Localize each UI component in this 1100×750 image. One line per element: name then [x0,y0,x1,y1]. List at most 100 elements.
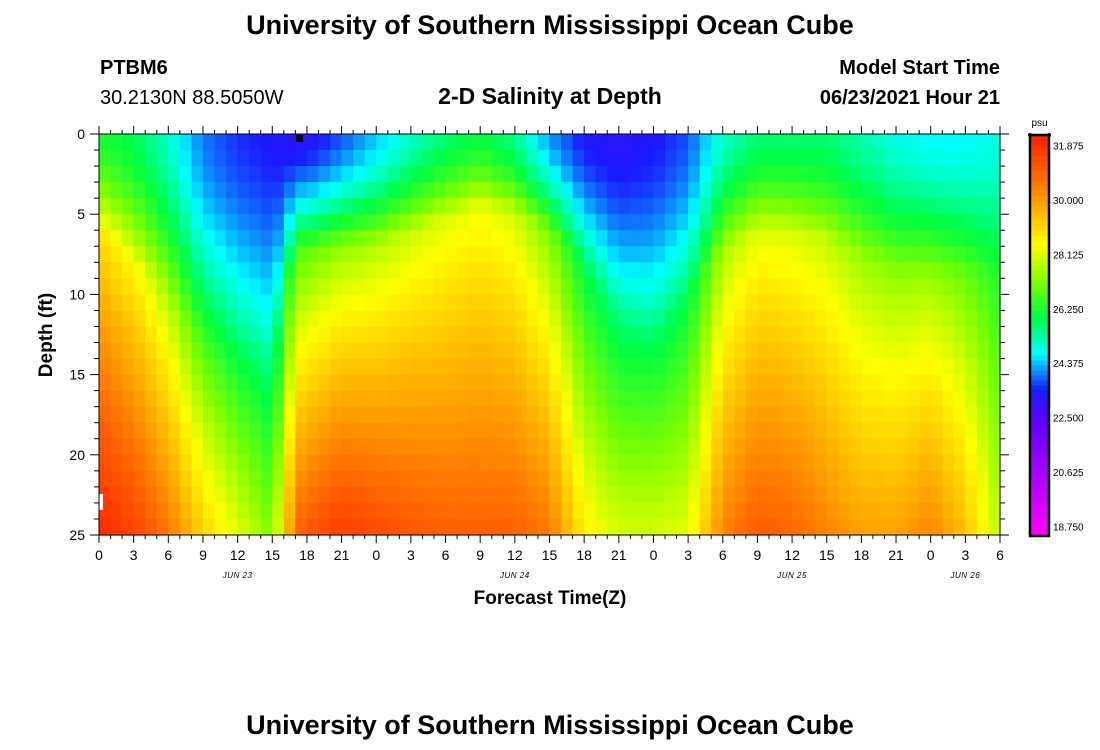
heatmap-cell [179,230,193,247]
heatmap-cell [722,470,735,488]
heatmap-cell [930,438,943,456]
heatmap-cell [688,470,701,488]
heatmap-cell [699,326,712,344]
heatmap-cell [514,214,527,231]
heatmap-cell [722,358,735,376]
heatmap-cell [237,374,250,392]
heatmap-cell [341,198,354,215]
heatmap-cell [122,326,135,344]
heatmap-cell [249,134,262,151]
heatmap-cell [688,182,701,199]
heatmap-cell [260,454,273,472]
heatmap-cell [838,150,851,167]
heatmap-cell [919,214,932,231]
heatmap-cell [226,518,239,536]
heatmap-cell [318,390,331,408]
heatmap-cell [179,374,193,392]
heatmap-cell [815,166,828,183]
heatmap-cell [988,326,1001,344]
heatmap-cell [630,198,643,215]
heatmap-cell [815,278,828,295]
heatmap-cell [422,422,435,440]
heatmap-cell [410,454,424,472]
heatmap-cell [503,358,516,376]
heatmap-cell [930,230,943,247]
heatmap-cell [99,342,112,360]
heatmap-cell [364,438,377,456]
heatmap-cell [376,214,389,231]
heatmap-cell [907,342,920,360]
heatmap-cell [757,278,770,295]
heatmap-cell [480,422,493,440]
heatmap-cell [919,518,932,536]
heatmap-cell [122,294,135,312]
heatmap-cell [572,262,585,279]
heatmap-cell [688,454,701,472]
heatmap-cell [953,166,966,183]
heatmap-cell [561,294,574,312]
heatmap-cell [283,310,296,328]
heatmap-cell [168,470,181,488]
heatmap-cell [768,406,782,424]
heatmap-cell [387,150,400,167]
heatmap-cell [433,502,447,520]
heatmap-cell [861,150,874,167]
heatmap-cell [330,198,343,215]
heatmap-cell [445,182,458,199]
heatmap-cell [214,182,227,199]
heatmap-cell [815,502,828,520]
heatmap-cell [549,406,562,424]
heatmap-cell [849,422,862,440]
heatmap-cell [445,166,458,183]
heatmap-cell [745,422,759,440]
heatmap-cell [341,262,354,279]
heatmap-cell [306,134,320,151]
heatmap-cell [965,470,978,488]
heatmap-cell [191,230,204,247]
heatmap-cell [907,518,920,536]
heatmap-cell [514,294,527,312]
heatmap-cell [156,342,169,360]
heatmap-cell [537,406,551,424]
heatmap-cell [641,390,655,408]
heatmap-cell [815,358,828,376]
heatmap-cell [353,342,366,360]
heatmap-cell [237,294,250,312]
heatmap-cell [468,262,481,279]
heatmap-cell [179,358,193,376]
heatmap-cell [237,390,250,408]
heatmap-cell [618,406,631,424]
heatmap-cell [942,262,955,279]
heatmap-cell [422,214,435,231]
heatmap-cell [503,470,516,488]
heatmap-cell [849,278,862,295]
heatmap-cell [584,470,597,488]
heatmap-cell [872,134,886,151]
heatmap-cell [202,454,216,472]
heatmap-cell [237,454,250,472]
heatmap-cell [757,406,770,424]
heatmap-cell [838,422,851,440]
heatmap-cell [306,166,320,183]
heatmap-cell [156,326,169,344]
colorbar-swatch [1031,275,1048,282]
heatmap-cell [630,214,643,231]
heatmap-cell [872,454,886,472]
heatmap-cell [699,230,712,247]
heatmap-cell [595,198,608,215]
heatmap-cell [480,134,493,151]
heatmap-cell [457,406,470,424]
heatmap-cell [168,390,181,408]
heatmap-cell [792,374,805,392]
heatmap-cell [526,294,539,312]
heatmap-cell [734,150,747,167]
heatmap-cell [272,214,285,231]
heatmap-cell [364,518,377,536]
colorbar-swatch [1031,480,1048,486]
heatmap-cell [133,182,146,199]
heatmap-cell [237,486,250,504]
heatmap-cell [110,182,123,199]
heatmap-cell [526,406,539,424]
heatmap-cell [99,326,112,344]
heatmap-cell [191,422,204,440]
